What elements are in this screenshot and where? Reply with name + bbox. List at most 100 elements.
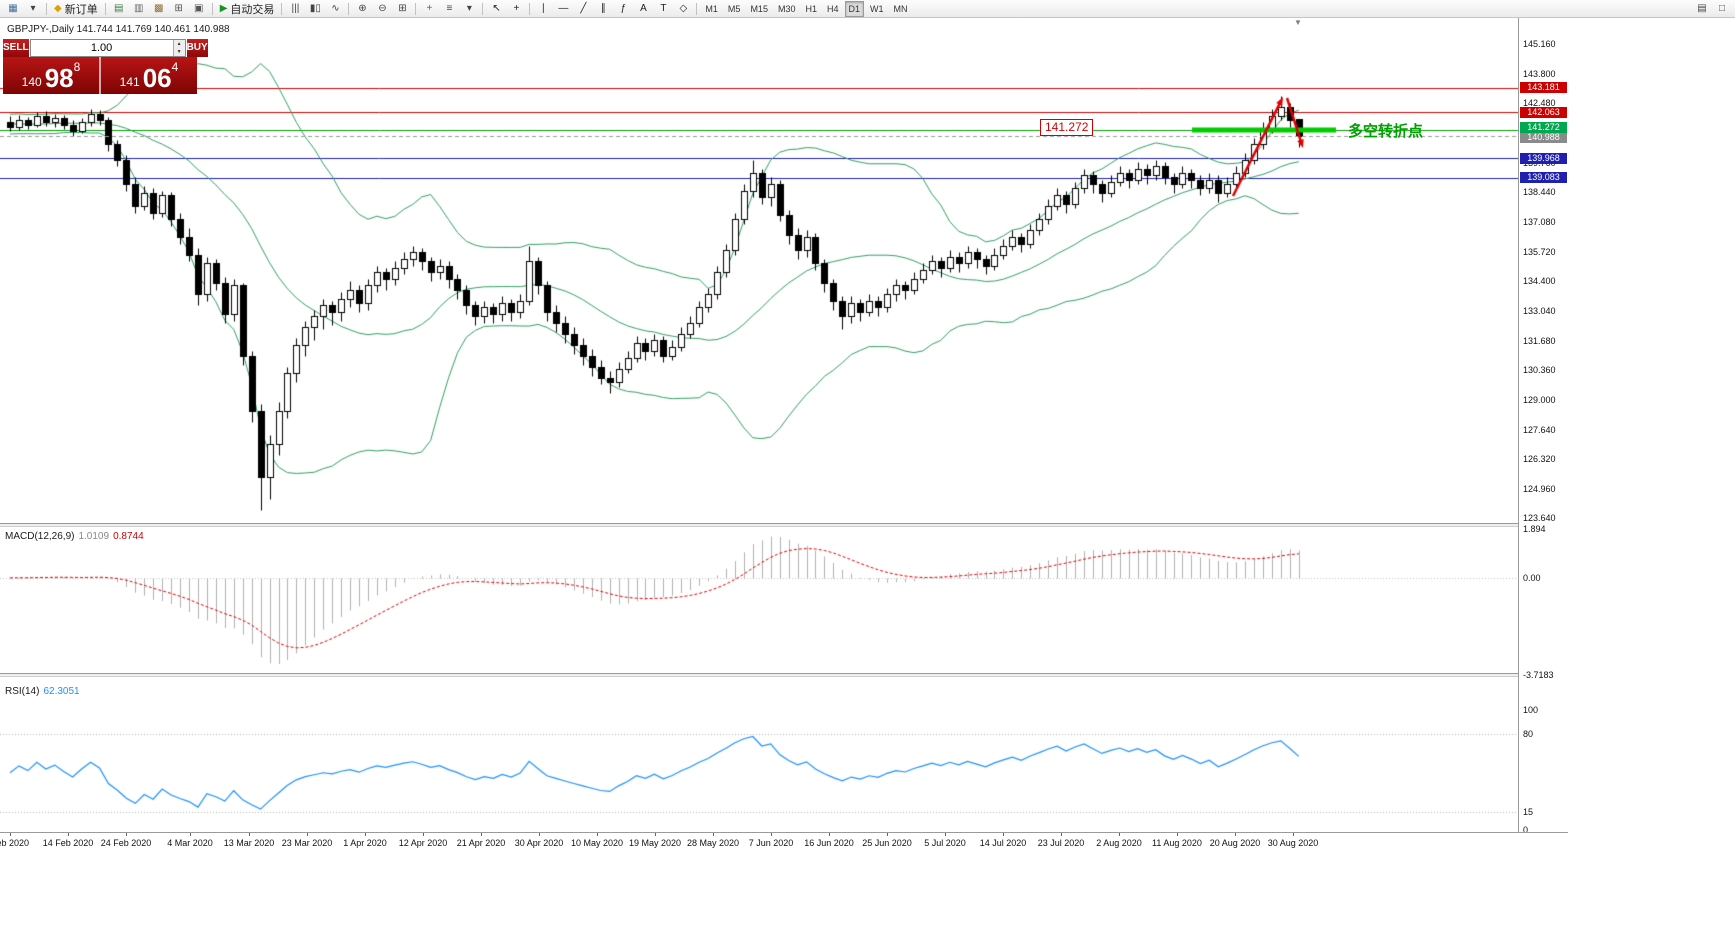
toolbar-separator [211, 2, 213, 15]
chart-symbol-label: GBPJPY-,Daily 141.744 141.769 140.461 14… [7, 24, 230, 35]
workspace-filler-right [1569, 18, 1735, 944]
cursor-icon[interactable]: ↖ [492, 2, 501, 14]
macd-axis-label: -3.7183 [1523, 669, 1554, 680]
macd-name: MACD(12,26,9) [5, 531, 75, 542]
auto-trading-button[interactable]: ▶ 自动交易 [216, 1, 279, 17]
panel-separator[interactable] [0, 673, 1568, 677]
add-indicator-icon[interactable]: + [426, 2, 433, 14]
price-axis-label: 134.400 [1523, 275, 1556, 286]
price-axis[interactable]: 145.160143.800142.480139.760138.440137.0… [1518, 18, 1568, 835]
price-axis-label: 131.680 [1523, 335, 1556, 346]
macd-value-signal: 0.8744 [113, 531, 144, 542]
zoom-in-icon[interactable]: ⊕ [358, 2, 367, 14]
data-window-icon[interactable]: ▥ [133, 2, 144, 14]
volume-up-icon[interactable]: ▲ [173, 40, 185, 48]
timeframe-button-D1[interactable]: D1 [844, 0, 865, 17]
navigator-icon[interactable]: ▩ [153, 2, 164, 14]
time-axis-label: 23 Mar 2020 [281, 838, 333, 848]
sell-price-main: 140 [21, 75, 42, 89]
equidistant-channel-icon[interactable]: ∥ [600, 2, 606, 14]
buy-price-big: 06 [142, 63, 172, 93]
print-icon[interactable]: ▤ [1697, 2, 1707, 14]
sell-button[interactable]: SELL [3, 39, 29, 57]
price-axis-tag: 140.988 [1520, 132, 1567, 144]
timeframe-button-M15[interactable]: M15 [750, 3, 768, 14]
toolbar-separator [696, 2, 698, 15]
volume-down-icon[interactable]: ▼ [173, 48, 185, 56]
rsi-panel-canvas[interactable] [0, 677, 1518, 832]
price-axis-label: 137.080 [1523, 216, 1556, 227]
buy-price-button[interactable]: 141 06 4 [101, 57, 197, 94]
candlestick-chart-icon[interactable]: ▮▯ [309, 2, 321, 14]
timeframe-button-H1[interactable]: H1 [805, 3, 817, 14]
macd-axis-label: 0.00 [1523, 573, 1541, 583]
turning-point-label[interactable]: 多空转折点 [1348, 123, 1424, 140]
main-chart-canvas[interactable] [0, 18, 1518, 523]
macd-panel-canvas[interactable] [0, 527, 1518, 672]
time-axis-tick [1293, 833, 1294, 836]
market-watch-icon[interactable]: ▤ [113, 2, 124, 14]
volume-input[interactable] [30, 40, 173, 56]
timeframe-button-W1[interactable]: W1 [870, 3, 884, 14]
periods-icon[interactable]: ≡ [446, 2, 453, 14]
panel-separator[interactable] [0, 523, 1568, 527]
auto-trading-label: 自动交易 [230, 3, 275, 16]
line-chart-icon[interactable]: ∿ [331, 2, 340, 14]
strategy-tester-icon[interactable]: ▣ [193, 2, 204, 14]
crosshair-icon[interactable]: + [513, 2, 520, 14]
time-axis-tick [597, 833, 598, 836]
new-chart-icon[interactable]: ▦ [8, 2, 18, 14]
time-axis-tick [945, 833, 946, 836]
timeframe-button-M1[interactable]: M1 [705, 3, 718, 14]
time-axis-label: 16 Jun 2020 [804, 838, 854, 848]
timeframe-button-M30[interactable]: M30 [777, 3, 796, 14]
time-axis[interactable]: Feb 2020 14 Feb 2020 24 Feb 2020 4 Mar 2020… [0, 832, 1568, 852]
time-axis-tick [126, 833, 127, 836]
toolbar-separator [348, 2, 350, 15]
text-icon[interactable]: A [640, 2, 647, 14]
price-axis-tag: 139.968 [1520, 152, 1567, 164]
template-icon[interactable]: ▾ [466, 2, 472, 14]
timeframe-button-H4[interactable]: H4 [826, 3, 839, 14]
timeframe-button-M5[interactable]: M5 [727, 3, 741, 14]
time-axis-tick [423, 833, 424, 836]
time-axis-label: 4 Mar 2020 [167, 838, 213, 848]
tile-windows-icon[interactable]: ⊞ [398, 2, 407, 14]
auto-trading-icon: ▶ [219, 3, 228, 14]
new-chart-dropdown-icon[interactable]: ▾ [30, 2, 36, 14]
sell-price-button[interactable]: 140 98 8 [3, 57, 99, 94]
price-callout-label[interactable]: 141.272 [1040, 119, 1094, 136]
new-order-button[interactable]: ◆ 新订单 [50, 1, 102, 17]
time-axis-tick [1061, 833, 1062, 836]
arrows-tool-icon[interactable]: ◇ [679, 2, 688, 14]
chart-shift-marker[interactable]: ▼ [1294, 18, 1302, 27]
fibonacci-icon[interactable]: ƒ [620, 2, 627, 14]
zoom-out-icon[interactable]: ⊖ [378, 2, 387, 14]
text-label-icon[interactable]: T [660, 2, 667, 14]
toolbar-separator [482, 2, 484, 15]
terminal-icon[interactable]: ⊞ [174, 2, 183, 14]
time-axis-tick [190, 833, 191, 836]
price-axis-label: 133.040 [1523, 305, 1556, 316]
vertical-line-icon[interactable]: ∣ [540, 2, 546, 14]
rsi-indicator-label: RSI(14) 62.3051 [5, 686, 80, 697]
time-axis-tick [1235, 833, 1236, 836]
time-axis-label: 21 Apr 2020 [456, 838, 506, 848]
time-axis-tick [249, 833, 250, 836]
buy-button[interactable]: BUY [186, 39, 208, 57]
horizontal-line-icon[interactable]: ― [558, 2, 569, 14]
time-axis-label: 12 Apr 2020 [398, 838, 448, 848]
time-axis-tick [539, 833, 540, 836]
bar-chart-icon[interactable]: ||| [291, 2, 300, 14]
price-axis-label: 130.360 [1523, 364, 1556, 375]
time-axis-label: 2 Aug 2020 [1096, 838, 1142, 848]
price-axis-label: 142.480 [1523, 98, 1556, 108]
sell-price-sup: 8 [73, 60, 81, 74]
trendline-icon[interactable]: ╱ [580, 2, 587, 14]
one-click-trading-panel: SELL ▲ ▼ BUY 140 98 8 141 06 4 [3, 39, 208, 94]
print-preview-icon[interactable]: □ [1718, 2, 1726, 14]
time-axis-tick [10, 833, 11, 836]
buy-price-main: 141 [119, 75, 140, 89]
price-axis-label: 126.320 [1523, 453, 1556, 464]
timeframe-button-MN[interactable]: MN [893, 3, 908, 14]
